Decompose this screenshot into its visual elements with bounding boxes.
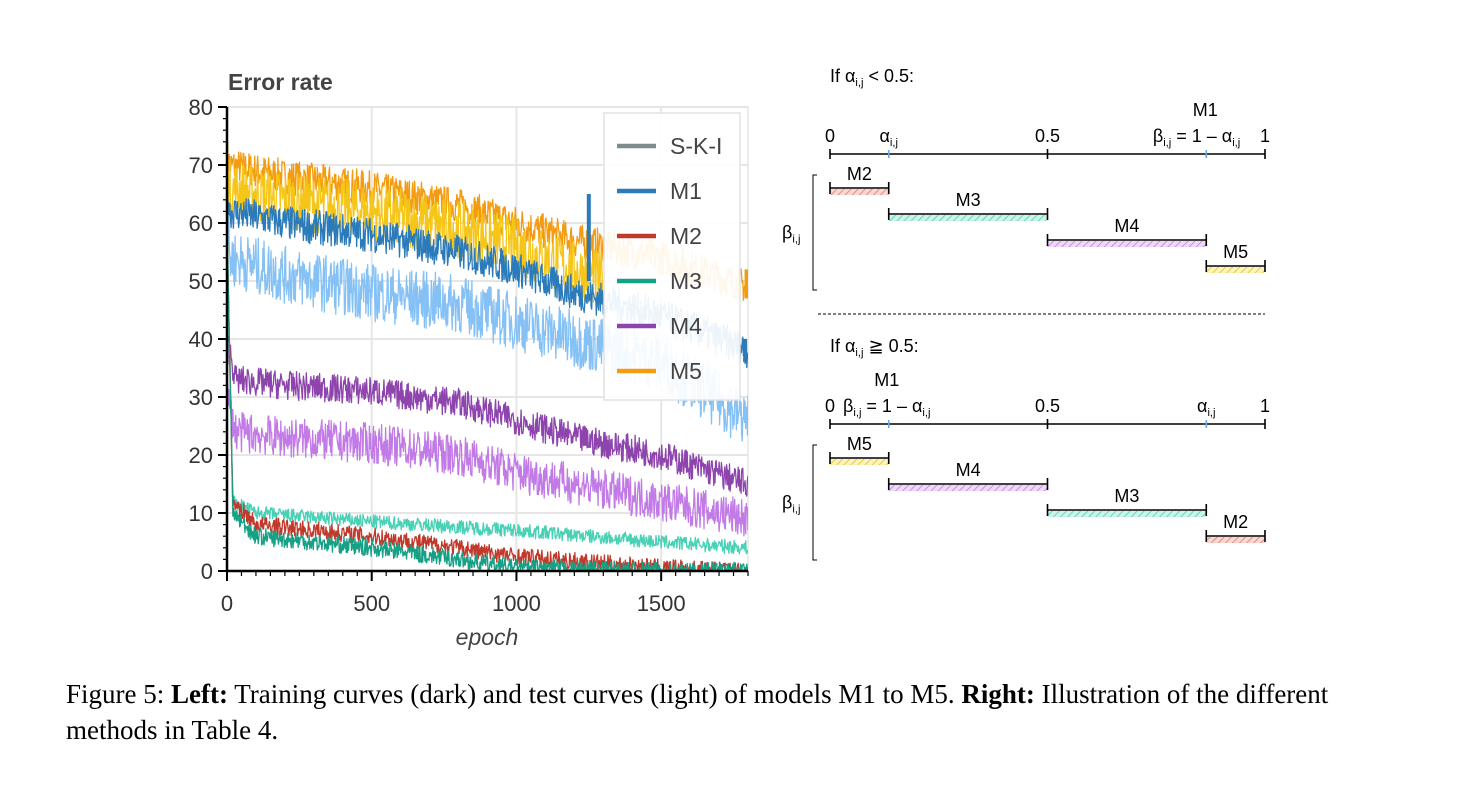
text-run: α (879, 126, 889, 146)
legend-label: M5 (670, 358, 702, 384)
scale-label-m1: M1 (1193, 100, 1218, 120)
method-bar (830, 459, 889, 465)
text-run: β (782, 223, 792, 243)
figure-caption: Figure 5: Left: Training curves (dark) a… (66, 676, 1406, 748)
y-tick-label: 0 (201, 559, 213, 584)
scale-label-beta: βi,j = 1 – αi,j (843, 396, 930, 419)
x-tick-label: 1000 (492, 591, 541, 616)
method-bar-label: M3 (956, 190, 981, 210)
scale-label-beta: βi,j = 1 – αi,j (1153, 126, 1240, 149)
text-run: If α (830, 66, 855, 86)
subscript: i,j (853, 407, 861, 419)
y-tick-label: 10 (189, 501, 213, 526)
error-rate-chart: Error rate 0 10 20 30 40 50 60 70 80 0 500 1000 1500… (189, 69, 749, 650)
method-bar-label: M5 (847, 434, 872, 454)
scale-label-half: 0.5 (1035, 396, 1060, 416)
methods-diagram: If αi,j < 0.5:0 0.5 1αi,j βi,j = 1 – αi,jM1… (782, 66, 1270, 561)
method-bar-label: M4 (956, 460, 981, 480)
method-bar-label: M2 (1223, 512, 1248, 532)
text-run: β (1153, 126, 1163, 146)
text-run: < 0.5: (863, 66, 914, 86)
text-run: = 1 – α (1171, 126, 1232, 146)
beta-bracket (812, 174, 817, 291)
method-bar-label: M4 (1114, 216, 1139, 236)
subscript: i,j (855, 77, 863, 89)
caption-right-text: Illustration of the different methods in… (66, 679, 1329, 745)
y-tick-label: 70 (189, 153, 213, 178)
scale-label-zero: 0 (825, 126, 835, 146)
subscript: i,j (1207, 407, 1215, 419)
caption-left-text: Training curves (dark) and test curves (… (227, 679, 962, 709)
subscript: i,j (792, 504, 800, 516)
subscript: i,j (1163, 137, 1171, 149)
method-bar (1047, 241, 1207, 247)
subscript: i,j (922, 407, 930, 419)
beta-axis-label: βi,j (782, 223, 800, 246)
y-tick-label: 80 (189, 95, 213, 120)
y-tick-label: 60 (189, 211, 213, 236)
x-tick-label: 500 (353, 591, 390, 616)
axes: 0 10 20 30 40 50 60 70 80 0 500 1000 1500 (189, 95, 749, 616)
method-bar-label: M5 (1223, 242, 1248, 262)
scale-label-one: 1 (1260, 396, 1270, 416)
text-run: = 1 – α (861, 396, 922, 416)
method-bar (830, 189, 889, 195)
subscript: i,j (792, 234, 800, 246)
scale-label-half: 0.5 (1035, 126, 1060, 146)
scale-label-one: 1 (1260, 126, 1270, 146)
x-tick-label: 1500 (637, 591, 686, 616)
scale-label-alpha: αi,j (1197, 396, 1215, 419)
method-bar (1206, 267, 1265, 273)
caption-right-bold: Right: (961, 679, 1035, 709)
x-tick-label: 0 (221, 591, 233, 616)
y-tick-label: 30 (189, 385, 213, 410)
text-run: If α (830, 336, 855, 356)
method-bar (1047, 511, 1207, 517)
subscript: i,j (1232, 137, 1240, 149)
method-bar (888, 485, 1048, 491)
scale-label-zero: 0 (825, 396, 835, 416)
panel-condition: If αi,j < 0.5: (830, 66, 914, 89)
panel-condition: If αi,j ≧ 0.5: (830, 336, 919, 359)
beta-bracket (812, 444, 817, 561)
y-tick-label: 50 (189, 269, 213, 294)
series-line (227, 222, 748, 555)
text-run: β (782, 493, 792, 513)
x-axis-label: epoch (456, 624, 519, 650)
legend-label: S-K-I (670, 133, 722, 159)
caption-left-bold: Left: (171, 679, 228, 709)
scale-label-m1: M1 (874, 370, 899, 390)
method-bar-label: M3 (1114, 486, 1139, 506)
scale-label-alpha: αi,j (879, 126, 897, 149)
diagram-panel: If αi,j < 0.5:0 0.5 1αi,j βi,j = 1 – αi,jM1… (782, 66, 1270, 291)
legend-label: M3 (670, 268, 702, 294)
y-tick-label: 40 (189, 327, 213, 352)
chart-title: Error rate (228, 69, 333, 95)
series-line (227, 328, 748, 497)
subscript: i,j (890, 137, 898, 149)
legend-label: M1 (670, 178, 702, 204)
y-tick-label: 20 (189, 443, 213, 468)
method-bar-label: M2 (847, 164, 872, 184)
diagram-panel: If αi,j ≧ 0.5:0 0.5 1βi,j = 1 – αi,j αi,jM1… (782, 336, 1270, 561)
caption-label: Figure 5: (66, 679, 171, 709)
legend-label: M2 (670, 223, 702, 249)
text-run: ≧ 0.5: (863, 336, 918, 356)
text-run: α (1197, 396, 1207, 416)
method-bar (888, 215, 1048, 221)
beta-axis-label: βi,j (782, 493, 800, 516)
method-bar (1206, 537, 1265, 543)
legend-label: M4 (670, 313, 702, 339)
text-run: β (843, 396, 853, 416)
legend-box (603, 112, 741, 401)
legend: S-K-I M1 M2 M3 M4 M5 (603, 112, 741, 401)
subscript: i,j (855, 347, 863, 359)
series-line (227, 383, 748, 537)
